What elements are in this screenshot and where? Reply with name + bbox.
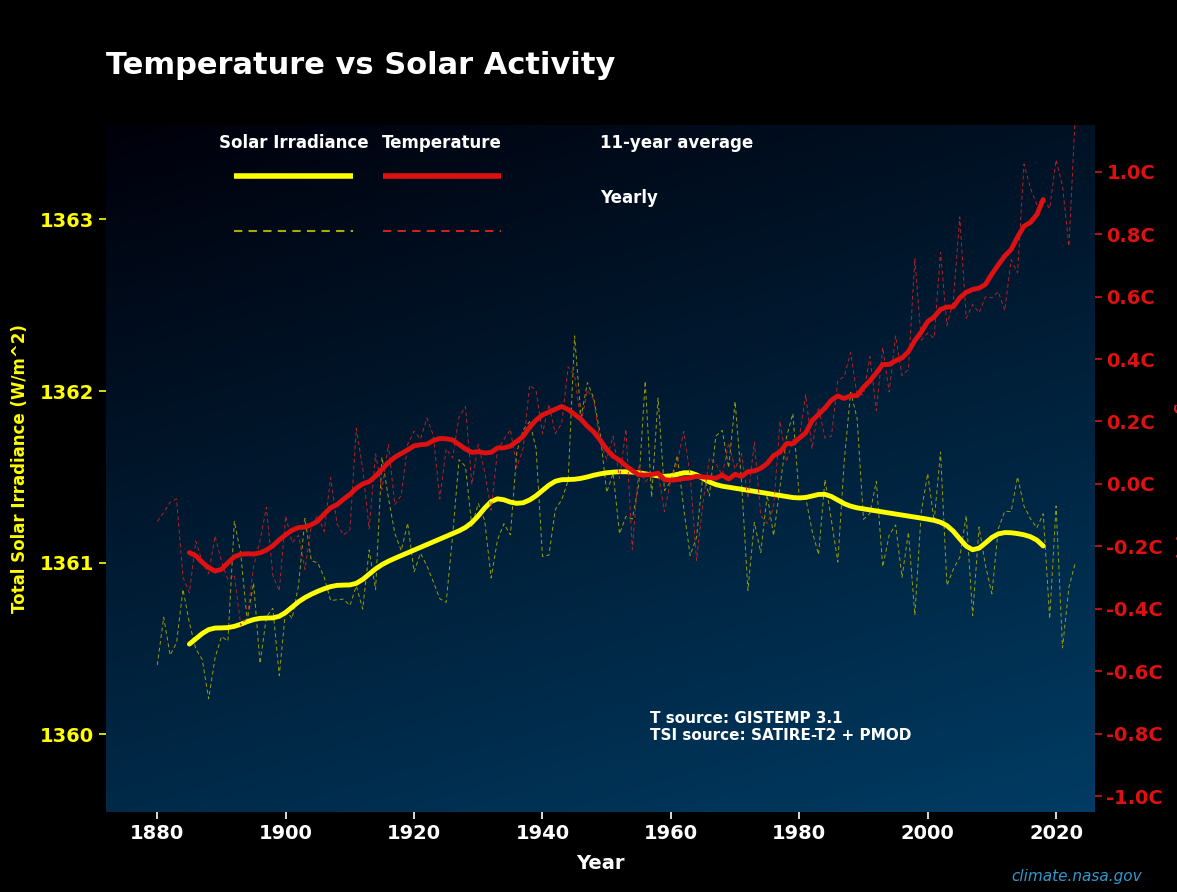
Y-axis label: Total Solar Irradiance (W/m^2): Total Solar Irradiance (W/m^2) [11, 324, 28, 613]
Text: climate.nasa.gov: climate.nasa.gov [1011, 870, 1142, 884]
Y-axis label: Degrees Celsius (C): Degrees Celsius (C) [1173, 376, 1177, 560]
Text: Temperature: Temperature [383, 135, 503, 153]
X-axis label: Year: Year [576, 854, 625, 872]
Text: Temperature vs Solar Activity: Temperature vs Solar Activity [106, 51, 616, 80]
Text: 11-year average: 11-year average [600, 135, 753, 153]
Text: Yearly: Yearly [600, 189, 658, 207]
Text: Solar Irradiance: Solar Irradiance [219, 135, 368, 153]
Text: T source: GISTEMP 3.1
TSI source: SATIRE-T2 + PMOD: T source: GISTEMP 3.1 TSI source: SATIRE… [650, 711, 911, 743]
